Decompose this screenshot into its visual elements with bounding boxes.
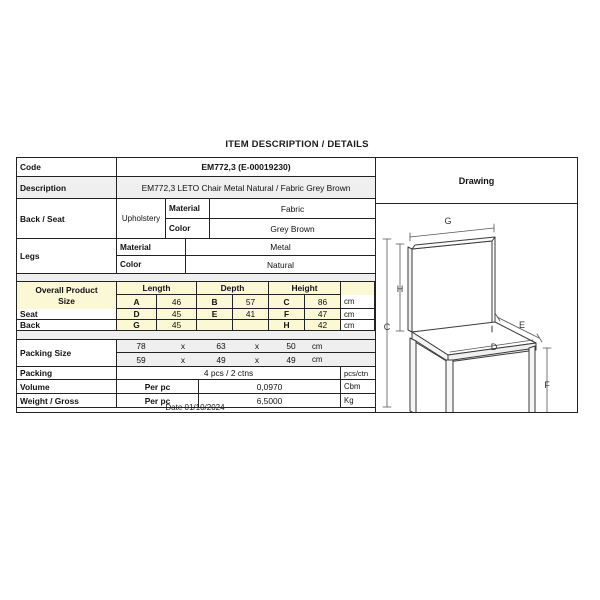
packing-size-row-0-x1: x xyxy=(165,340,201,353)
spacer-band-2 xyxy=(17,331,375,340)
specs-pane: Code EM772,3 (E-00019230) Description EM… xyxy=(17,158,375,412)
packing-size-row-1-l: 59 xyxy=(117,353,165,367)
packing-size-row-1-unit: cm xyxy=(309,353,375,367)
dim-row-2-length-value: 45 xyxy=(157,320,197,331)
upholstery-color-label: Color xyxy=(166,219,210,239)
page-title: ITEM DESCRIPTION / DETAILS xyxy=(225,139,369,150)
packing-size-row-0-unit: cm xyxy=(309,340,375,353)
packing-size-row-0-h: 50 xyxy=(273,340,309,353)
chair-technical-drawing: G H C E D F B A xyxy=(382,216,552,412)
legs-material-label: Material xyxy=(117,239,186,256)
legs-color-value: Natural xyxy=(186,256,375,274)
overall-size-label: Overall Product Size xyxy=(17,282,117,309)
dim-row-0-depth-code: B xyxy=(197,295,233,309)
packing-size-row-0-w: 63 xyxy=(201,340,241,353)
dim-row-2-depth-value xyxy=(233,320,269,331)
legs-color-label: Color xyxy=(117,256,186,274)
drawing-pane: Drawing xyxy=(375,158,577,412)
callout-g-label: G xyxy=(444,216,451,226)
volume-per: Per pc xyxy=(117,380,199,394)
callout-e-label: E xyxy=(519,320,525,330)
dim-row-0-height-code: C xyxy=(269,295,305,309)
description-value: EM772,3 LETO Chair Metal Natural / Fabri… xyxy=(117,177,375,199)
volume-label: Volume xyxy=(17,380,117,394)
upholstery-material-label: Material xyxy=(166,199,210,219)
packing-size-row-0-l: 78 xyxy=(117,340,165,353)
dim-row-2-height-code: H xyxy=(269,320,305,331)
dim-row-1-height-code: F xyxy=(269,309,305,320)
col-header-unit xyxy=(341,282,375,295)
description-label: Description xyxy=(17,177,117,199)
packing-size-label: Packing Size xyxy=(17,340,117,367)
dim-row-2-unit: cm xyxy=(341,320,375,331)
weight-per: Per pc xyxy=(117,394,199,408)
packing-size-row-1-x2: x xyxy=(241,353,273,367)
dim-row-1-height-value: 47 xyxy=(305,309,341,320)
callout-d-label: D xyxy=(491,342,498,352)
dim-row-1-length-value: 45 xyxy=(157,309,197,320)
dim-row-0-length-code: A xyxy=(117,295,157,309)
dim-row-1-length-code: D xyxy=(117,309,157,320)
col-header-length: Length xyxy=(117,282,197,295)
dim-row-2-label: Back xyxy=(17,320,117,331)
spacer-band-1 xyxy=(17,274,375,282)
overall-size-label-line2: Size xyxy=(58,295,75,306)
spec-table: Code EM772,3 (E-00019230) Description EM… xyxy=(16,157,578,413)
packing-unit: pcs/ctn xyxy=(341,367,375,380)
date-footer: Date 01/10/2024 xyxy=(165,403,225,412)
packing-size-row-1-x1: x xyxy=(165,353,201,367)
packing-size-row-1-h: 49 xyxy=(273,353,309,367)
volume-unit: Cbm xyxy=(341,380,375,394)
upholstery-material-value: Fabric xyxy=(210,199,375,219)
dim-row-1-depth-value: 41 xyxy=(233,309,269,320)
dim-row-1-depth-code: E xyxy=(197,309,233,320)
dim-row-0-length-value: 46 xyxy=(157,295,197,309)
dim-row-2-length-code: G xyxy=(117,320,157,331)
col-header-height: Height xyxy=(269,282,341,295)
weight-unit: Kg xyxy=(341,394,375,408)
dim-row-0-height-value: 86 xyxy=(305,295,341,309)
dim-row-0-unit: cm xyxy=(341,295,375,309)
packing-value: 4 pcs / 2 ctns xyxy=(117,367,341,380)
dim-row-1-unit: cm xyxy=(341,309,375,320)
drawing-header: Drawing xyxy=(376,158,577,204)
callout-c-label: C xyxy=(384,322,391,332)
overall-size-label-line1: Overall Product xyxy=(35,284,98,295)
dim-row-2-depth-code xyxy=(197,320,233,331)
callout-f-label: F xyxy=(544,380,550,390)
packing-size-row-1-w: 49 xyxy=(201,353,241,367)
drawing-canvas: G H C E D F B A xyxy=(376,204,577,412)
col-header-depth: Depth xyxy=(197,282,269,295)
dim-row-0-depth-value: 57 xyxy=(233,295,269,309)
code-value: EM772,3 (E-00019230) xyxy=(117,158,375,177)
dim-row-1-label: Seat xyxy=(17,309,117,320)
legs-material-value: Metal xyxy=(186,239,375,256)
callout-h-label: H xyxy=(397,284,404,294)
volume-value: 0,0970 xyxy=(199,380,341,394)
weight-label: Weight / Gross xyxy=(17,394,117,408)
packing-label: Packing xyxy=(17,367,117,380)
upholstery-label: Upholstery xyxy=(117,199,166,239)
weight-value: 6,5000 xyxy=(199,394,341,408)
packing-size-row-0-x2: x xyxy=(241,340,273,353)
upholstery-color-value: Grey Brown xyxy=(210,219,375,239)
legs-label: Legs xyxy=(17,239,117,274)
back-seat-label: Back / Seat xyxy=(17,199,117,239)
dim-row-2-height-value: 42 xyxy=(305,320,341,331)
code-label: Code xyxy=(17,158,117,177)
